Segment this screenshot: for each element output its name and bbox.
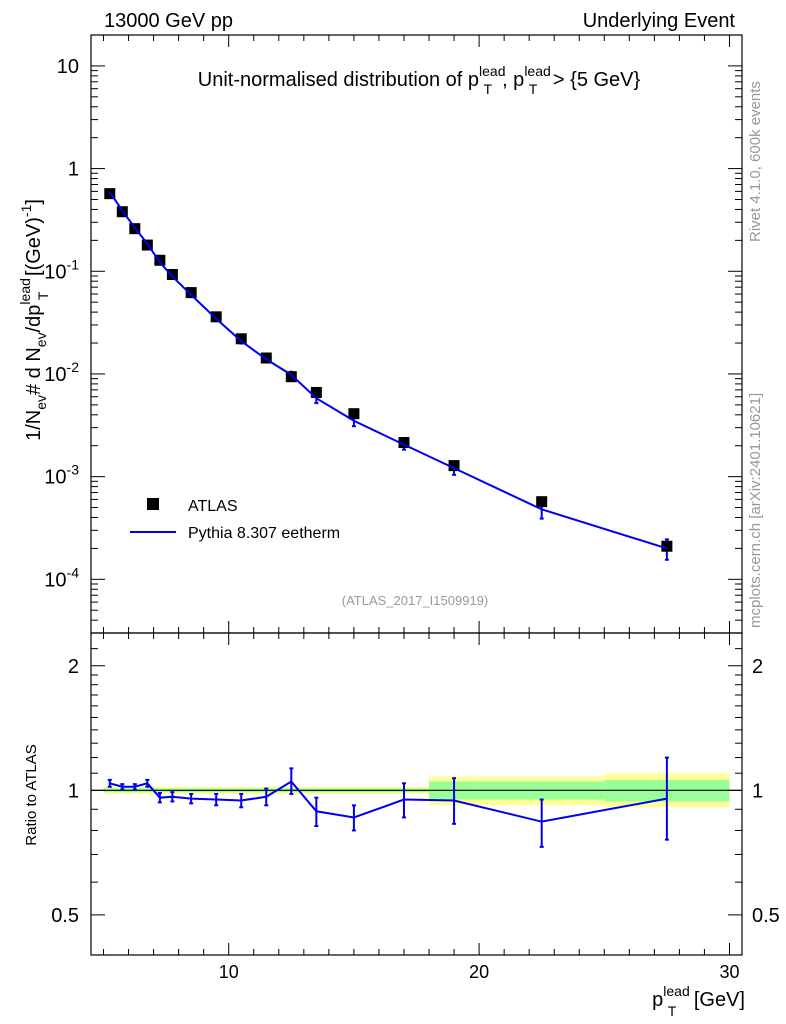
x-axis-label: plead T [GeV] bbox=[652, 983, 745, 1019]
y-axis-label: 1/Nev# d Nev/dplead T [(GeV)-1] bbox=[17, 199, 51, 441]
y-tick-label: 10-3 bbox=[44, 462, 79, 489]
ratio-y-tick-label: 1 bbox=[68, 780, 79, 802]
header-right: Underlying Event bbox=[583, 10, 736, 32]
x-tick-label: 30 bbox=[719, 962, 739, 982]
x-tick-label: 20 bbox=[469, 962, 489, 982]
ratio-mc-line bbox=[109, 780, 668, 823]
ratio-frame bbox=[90, 632, 743, 956]
atlas-point bbox=[235, 333, 247, 345]
atlas-point bbox=[210, 311, 222, 323]
atlas-point bbox=[166, 269, 178, 281]
ratio-y-tick-label-right: 1 bbox=[752, 780, 763, 802]
ratio-y-tick-label-right: 0.5 bbox=[752, 905, 780, 927]
legend: ATLAS Pythia 8.307 eetherm bbox=[130, 498, 340, 542]
atlas-point bbox=[260, 352, 272, 364]
legend-mc-label: Pythia 8.307 eetherm bbox=[188, 525, 340, 542]
legend-atlas-marker bbox=[147, 498, 159, 510]
data-marks bbox=[104, 188, 673, 848]
atlas-point bbox=[154, 254, 166, 266]
y-tick-label: 10 bbox=[57, 56, 79, 78]
main-frame bbox=[90, 34, 743, 634]
ratio-y-axis-label: Ratio to ATLAS bbox=[23, 744, 40, 845]
mcplots-label: mcplots.cern.ch [arXiv:2401.10621] bbox=[747, 393, 764, 628]
y-tick-label: 10-1 bbox=[44, 256, 79, 283]
ratio-y-tick-label-right: 2 bbox=[752, 656, 763, 678]
legend-atlas-label: ATLAS bbox=[188, 498, 238, 515]
rivet-label: Rivet 4.1.0, 600k events bbox=[747, 81, 764, 242]
atlas-point bbox=[310, 386, 322, 398]
atlas-point bbox=[536, 496, 548, 508]
ratio-y-tick-label: 0.5 bbox=[51, 905, 79, 927]
mc-line bbox=[108, 191, 668, 550]
atlas-point bbox=[398, 436, 410, 448]
analysis-id: (ATLAS_2017_I1509919) bbox=[342, 593, 488, 608]
atlas-point bbox=[661, 540, 673, 552]
panel-frames bbox=[90, 34, 743, 956]
atlas-point bbox=[285, 371, 297, 383]
y-tick-label: 1 bbox=[68, 159, 79, 181]
x-tick-label: 10 bbox=[219, 962, 239, 982]
plot-title: Unit-normalised distribution of plead T, … bbox=[198, 63, 641, 97]
y-tick-label: 10-4 bbox=[44, 564, 79, 591]
y-tick-label: 10-2 bbox=[44, 359, 79, 386]
atlas-point bbox=[185, 287, 197, 299]
header-left: 13000 GeV pp bbox=[104, 10, 233, 32]
ratio-y-tick-label: 2 bbox=[68, 656, 79, 678]
atlas-point bbox=[448, 460, 460, 472]
atlas-point bbox=[348, 408, 360, 420]
axis-ticks: 10 20 30 10-4 10-3 10-2 10-1 1 10 0.5 0.5 1 1 2 2 bbox=[44, 34, 780, 982]
